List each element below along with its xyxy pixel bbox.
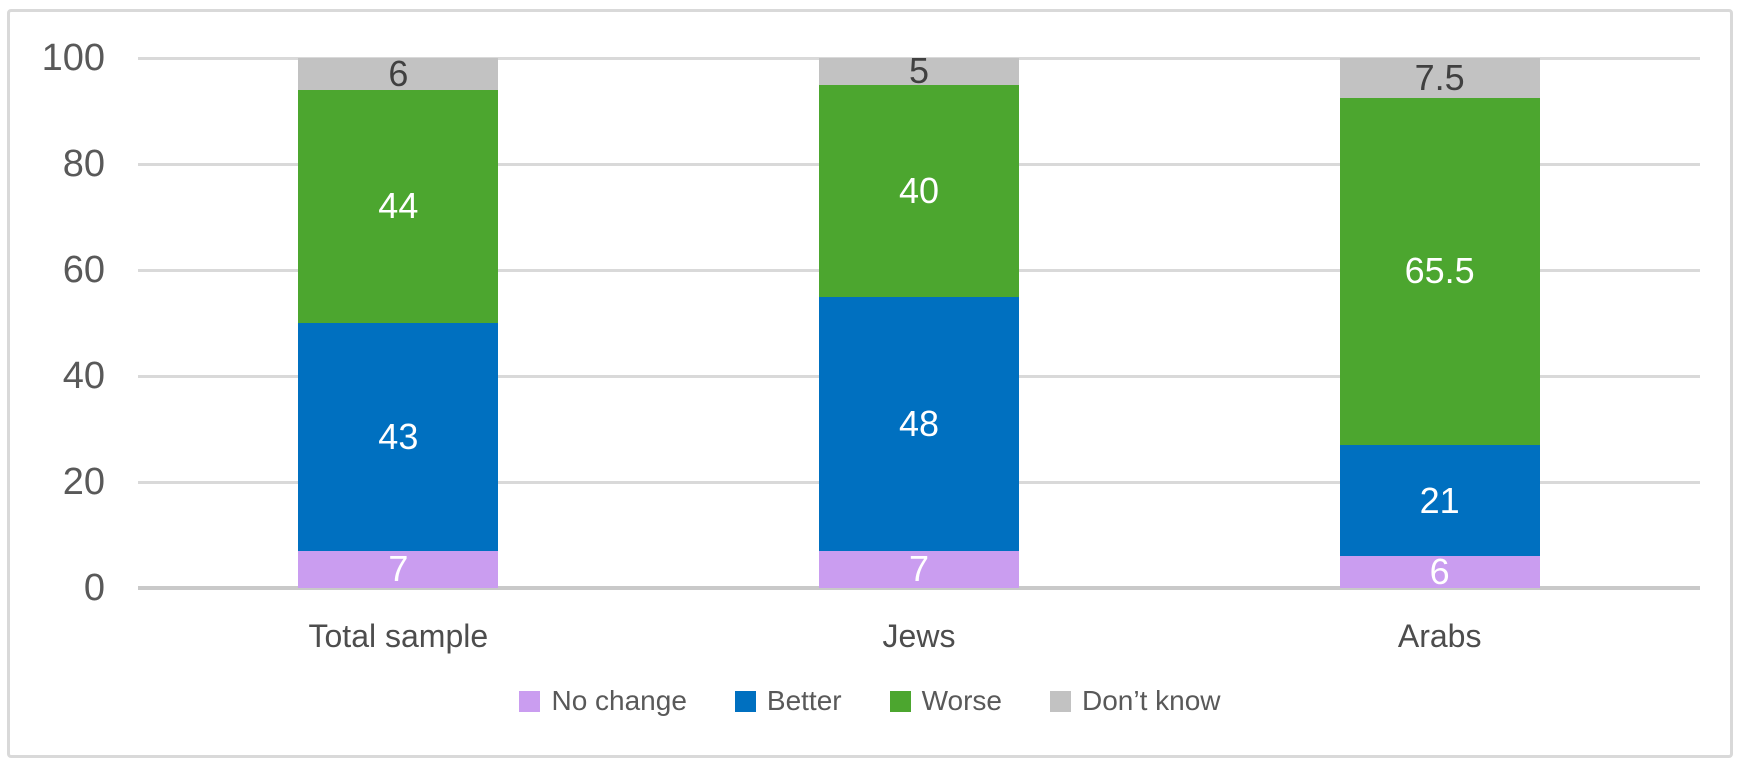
segment-don-t-know-jews: 5 [819, 53, 1019, 89]
legend-label-better: Better [766, 685, 842, 716]
legend-item-better: Better [734, 684, 842, 718]
legend-label-don-t-know: Don’t know [1082, 685, 1221, 716]
segment-no-change-arabs: 6 [1339, 551, 1540, 593]
data-label: 43 [378, 415, 419, 457]
data-label: 7 [908, 548, 930, 590]
gridline-0 [138, 586, 1700, 590]
legend-swatch-no-change [519, 690, 541, 712]
segment-worse-jews: 40 [819, 84, 1019, 297]
gridline-100 [138, 56, 1700, 60]
data-label: 48 [898, 402, 940, 444]
legend-item-no-change: No change [519, 684, 687, 718]
segment-worse-total-sample: 44 [298, 89, 499, 324]
y-tick-label-80: 80 [62, 143, 105, 185]
segment-no-change-jews: 7 [819, 548, 1019, 590]
segment-better-arabs: 21 [1339, 444, 1540, 557]
data-label: 40 [898, 169, 940, 211]
category-label-jews: Jews [882, 618, 956, 654]
y-tick-label-0: 0 [83, 567, 105, 609]
data-label: 65.5 [1404, 250, 1475, 292]
legend-label-no-change: No change [551, 685, 687, 716]
data-label: 7.5 [1414, 56, 1465, 98]
bar-jews: 7 48 40 5 [819, 53, 1019, 590]
legend-item-don-t-know: Don’t know [1050, 684, 1221, 718]
segment-worse-arabs: 65.5 [1339, 97, 1540, 445]
data-label: 21 [1419, 479, 1460, 521]
category-label-arabs: Arabs [1397, 618, 1482, 654]
chart-frame: 0 20 40 60 80 100 7 43 44 6 Total sample 7 48 40 5 Jews… [7, 9, 1733, 758]
segment-better-total-sample: 43 [298, 323, 499, 551]
legend-swatch-worse [889, 690, 911, 712]
y-tick-label-40: 40 [62, 355, 105, 397]
legend-item-worse: Worse [889, 684, 1002, 718]
legend-swatch-better [734, 690, 756, 712]
y-tick-label-60: 60 [62, 249, 105, 291]
segment-don-t-know-arabs: 7.5 [1339, 56, 1540, 98]
y-tick-label-20: 20 [62, 461, 105, 503]
segment-don-t-know-total-sample: 6 [298, 52, 499, 94]
data-label: 44 [378, 185, 419, 227]
bar-arabs: 6 21 65.5 7.5 [1339, 56, 1540, 593]
data-label: 6 [388, 52, 409, 94]
bar-total-sample: 7 43 44 6 [298, 52, 499, 590]
legend: No change Better Worse Don’t know [10, 684, 1730, 718]
legend-swatch-don-t-know [1050, 690, 1071, 712]
category-label-total-sample: Total sample [308, 618, 489, 654]
plot-area: 0 20 40 60 80 100 7 43 44 6 Total sample 7 48 40 5 Jews… [42, 37, 1700, 654]
data-label: 6 [1429, 551, 1450, 593]
segment-no-change-total-sample: 7 [298, 548, 499, 590]
data-label: 7 [388, 548, 409, 590]
data-label: 5 [908, 50, 930, 92]
segment-better-jews: 48 [819, 296, 1019, 551]
legend-label-worse: Worse [921, 685, 1002, 716]
y-tick-label-100: 100 [41, 37, 105, 79]
